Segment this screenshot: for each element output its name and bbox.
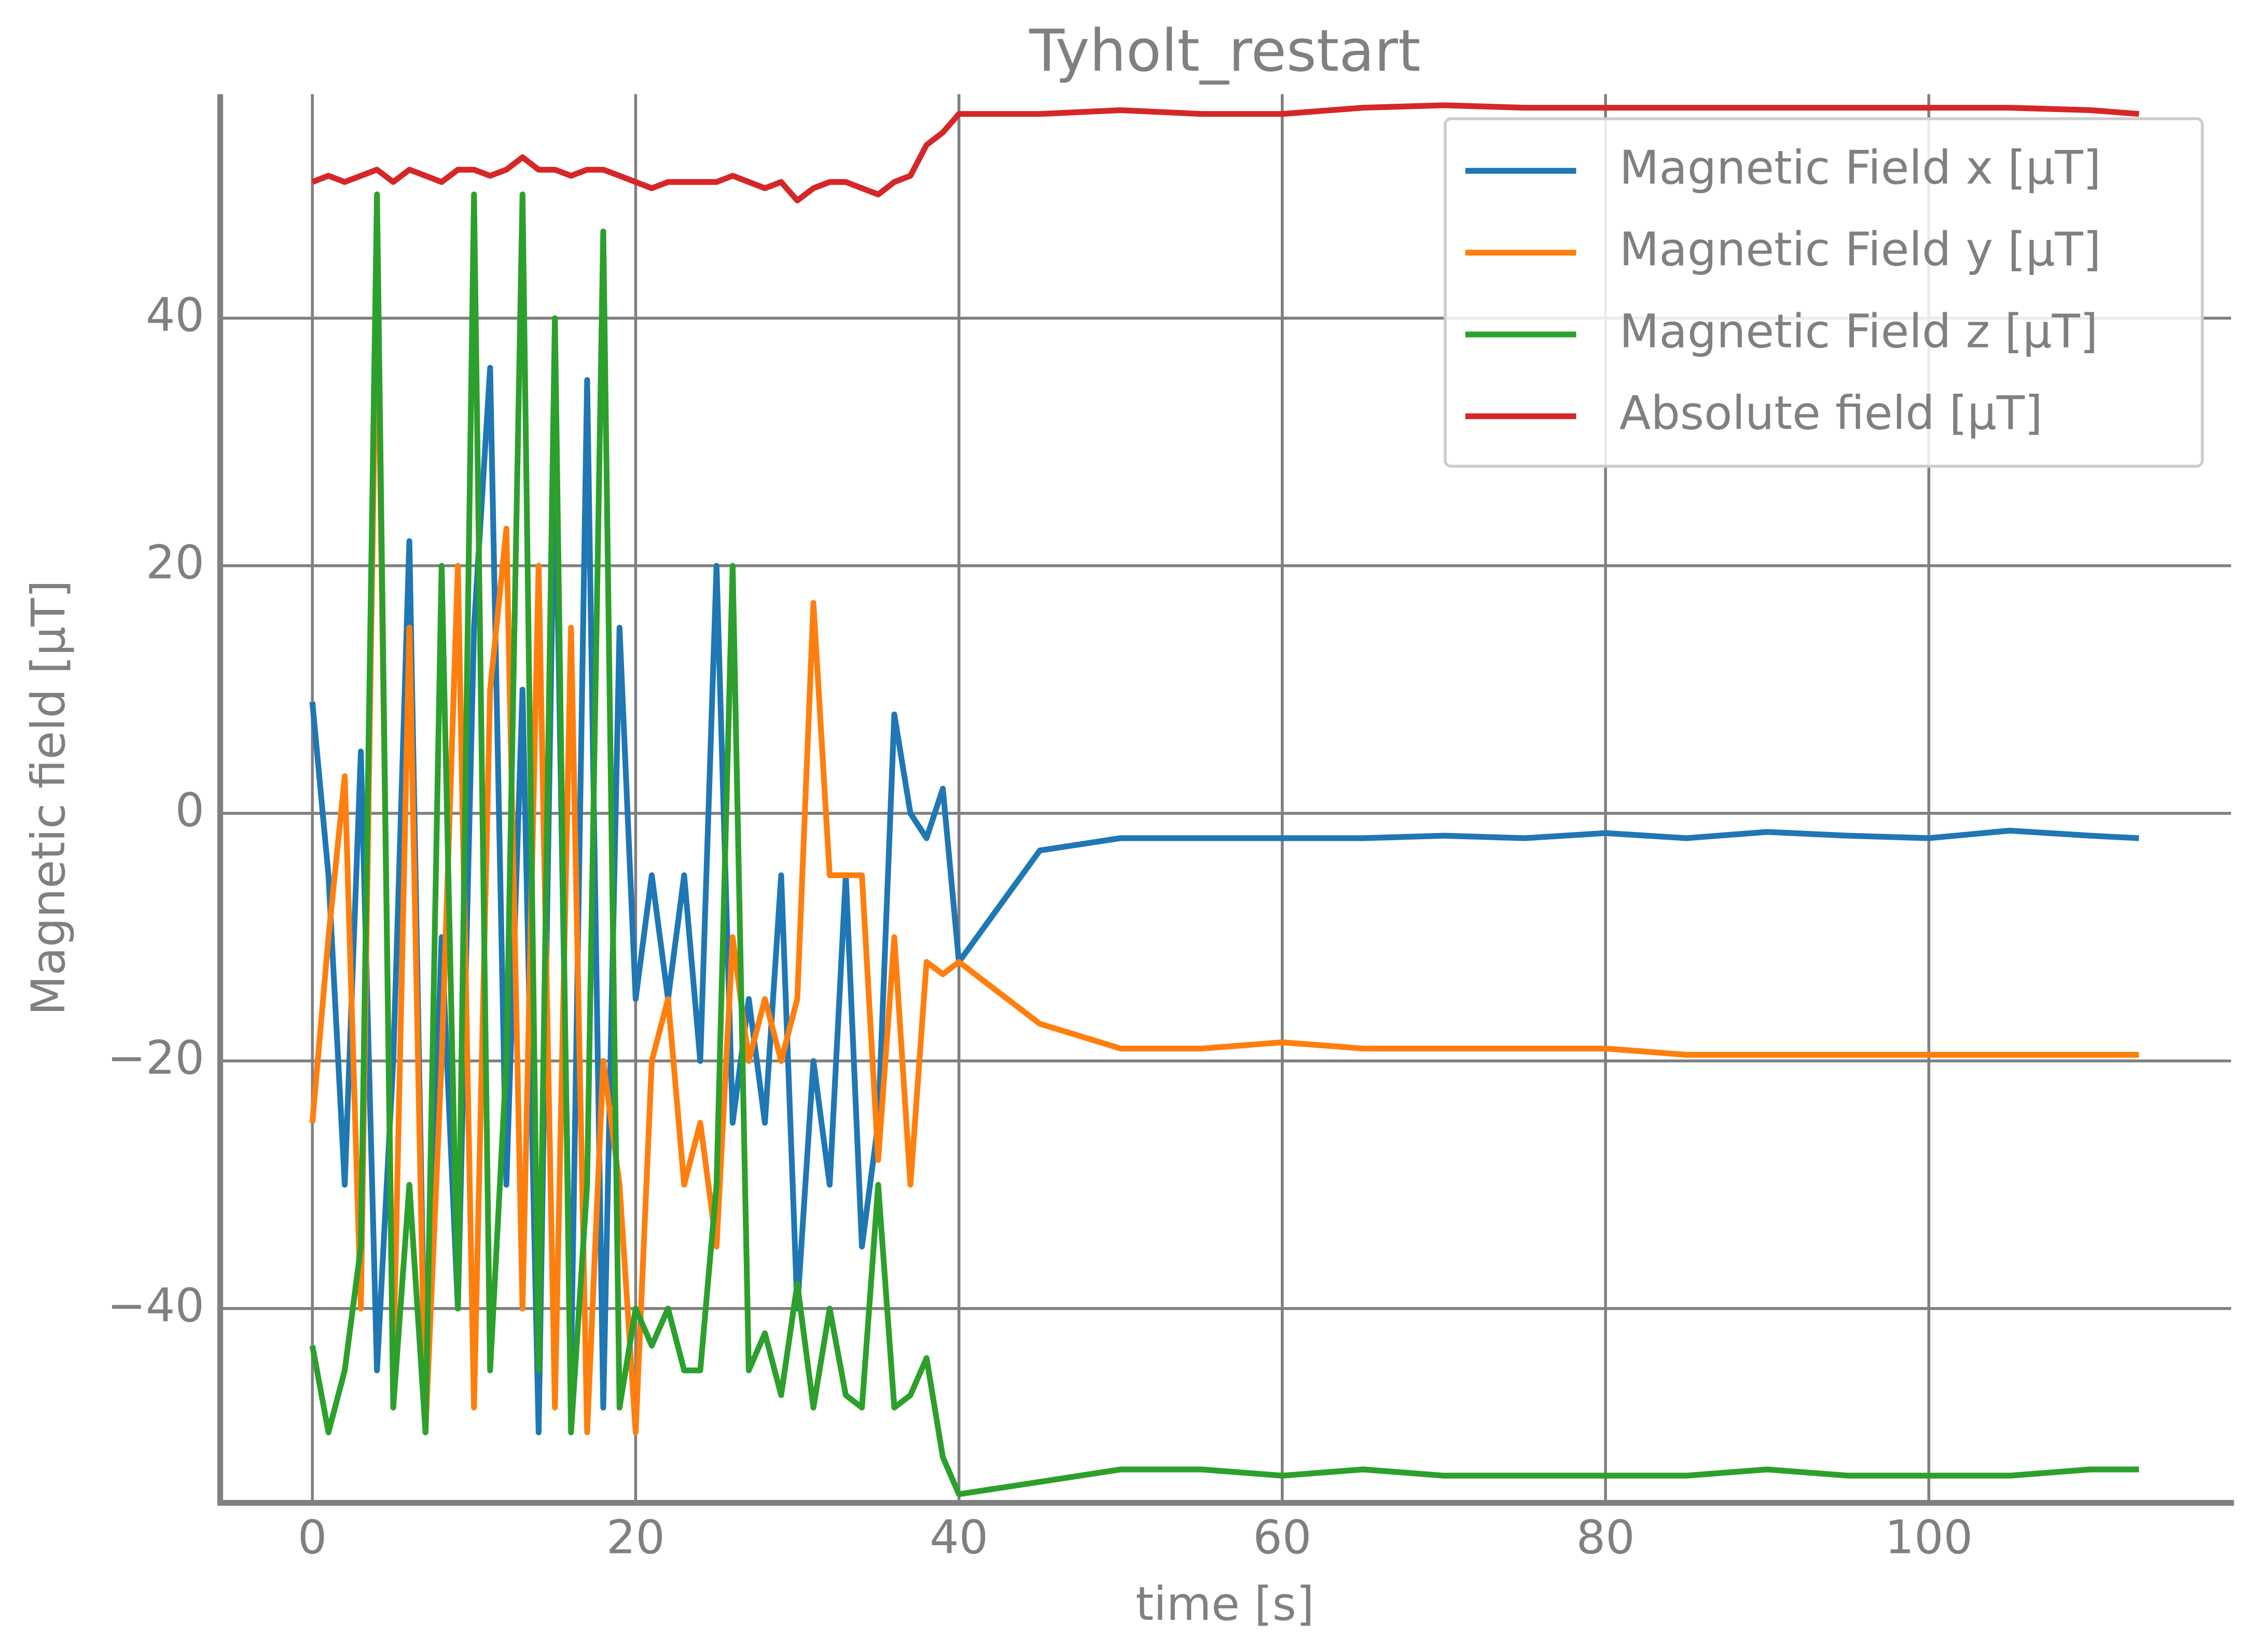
legend-box — [1444, 117, 2204, 468]
y-tick-label: 0 — [175, 783, 204, 837]
x-tick-label: 80 — [1576, 1510, 1635, 1564]
legend: Magnetic Field x [μT] Magnetic Field y [μ… — [1444, 117, 2204, 468]
chart-title: Tyholt_restart — [1029, 18, 1420, 85]
plot-lines — [309, 102, 2139, 1497]
y-tick-label: 20 — [146, 536, 204, 590]
x-tick-label: 20 — [606, 1510, 665, 1564]
y-tick-label: 40 — [146, 288, 204, 342]
y-tick-label: −40 — [107, 1279, 204, 1332]
x-tick-label: 60 — [1253, 1510, 1311, 1564]
x-tick-label: 40 — [930, 1510, 988, 1564]
x-tick-label: 100 — [1885, 1510, 1973, 1564]
x-axis-label: time [s] — [1136, 1577, 1314, 1631]
data-line — [309, 253, 2139, 1436]
legend-label: Magnetic Field y [μT] — [1619, 223, 2101, 276]
legend-label: Magnetic Field z [μT] — [1619, 304, 2098, 358]
legend-label: Magnetic Field x [μT] — [1619, 141, 2101, 195]
data-line — [311, 102, 2139, 204]
data-line — [309, 191, 2139, 1497]
x-tick-label: 0 — [298, 1510, 327, 1564]
legend-label: Absolute field [μT] — [1619, 386, 2043, 440]
y-tick-label: −20 — [107, 1031, 204, 1085]
y-axis-label: Magnetic field [μT] — [22, 580, 76, 1016]
